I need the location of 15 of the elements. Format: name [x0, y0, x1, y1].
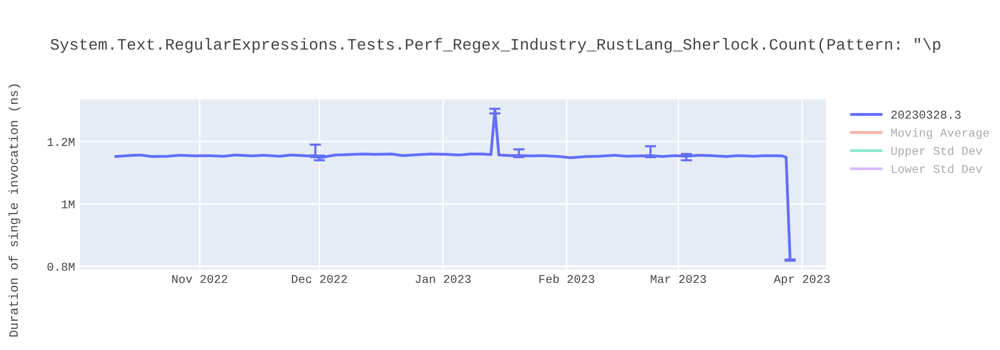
y-axis-title: Duration of single invocation (ns) [8, 84, 20, 337]
legend-label: Lower Std Dev [892, 164, 982, 173]
legend-label: 20230328.3 [891, 110, 961, 119]
x-tick-label: Jan 2023 [416, 275, 471, 284]
x-tick-label: Dec 2022 [292, 275, 347, 284]
legend-label: Moving Average [891, 128, 989, 140]
x-tick-label: Feb 2023 [539, 274, 594, 284]
x-tick-label: Nov 2022 [172, 275, 228, 284]
y-tick-label: 1M [62, 200, 74, 208]
x-tick-label: Mar 2023 [650, 275, 706, 284]
y-tick-label: 1.2M [48, 138, 74, 146]
legend-label: Upper Std Dev [891, 146, 982, 158]
x-tick-label: Apr 2023 [774, 275, 830, 286]
chart-title: System.Text.RegularExpressions.Tests.Perf_Regex_Industry_RustLang_Sherlock.Count(Pattern: "\p [50, 38, 940, 53]
y-tick-label: 0.8M [48, 262, 74, 271]
